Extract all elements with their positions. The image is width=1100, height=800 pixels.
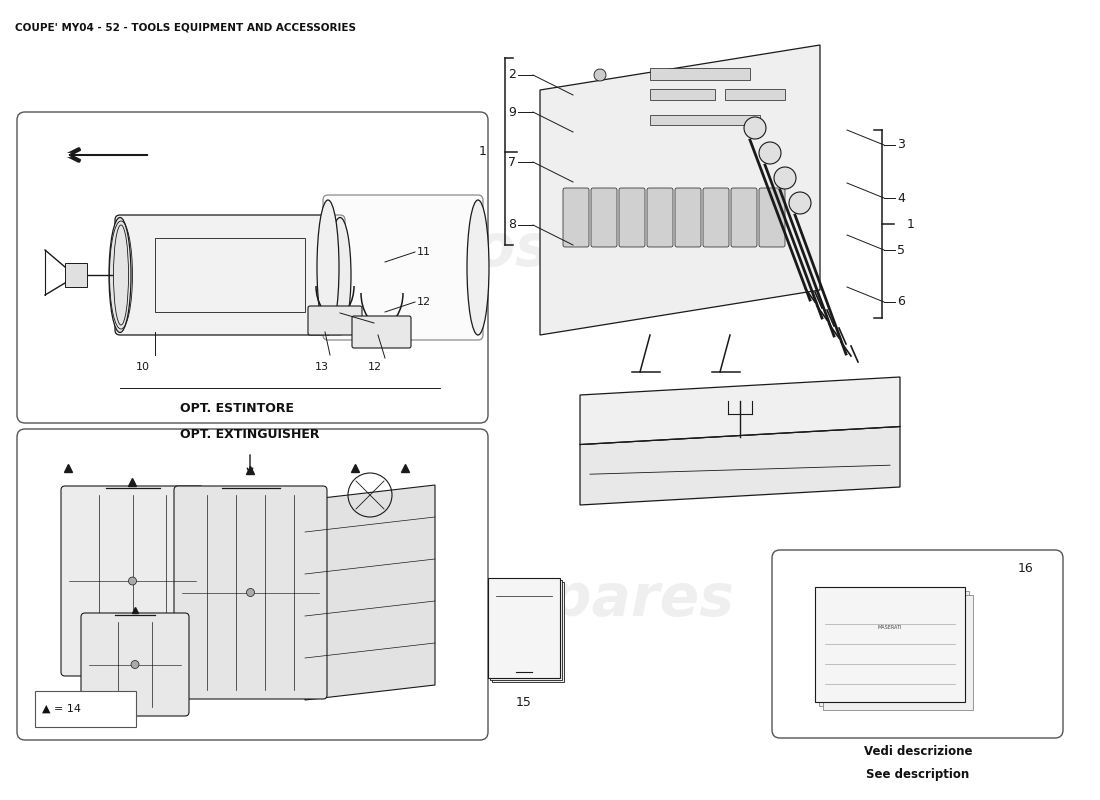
Text: COUPE' MY04 - 52 - TOOLS EQUIPMENT AND ACCESSORIES: COUPE' MY04 - 52 - TOOLS EQUIPMENT AND A… (15, 22, 356, 32)
Circle shape (759, 142, 781, 164)
Text: 3: 3 (896, 138, 905, 151)
FancyBboxPatch shape (323, 195, 483, 340)
Bar (820, 591, 969, 706)
Circle shape (131, 661, 139, 669)
FancyBboxPatch shape (352, 316, 411, 348)
FancyBboxPatch shape (732, 188, 757, 247)
Text: 15: 15 (516, 696, 532, 709)
Ellipse shape (317, 200, 339, 335)
Circle shape (594, 69, 606, 81)
Text: MASERATI: MASERATI (878, 625, 902, 630)
Bar (65, 263, 87, 287)
Circle shape (774, 167, 796, 189)
FancyBboxPatch shape (563, 188, 589, 247)
Bar (492, 582, 564, 682)
Text: 8: 8 (508, 218, 516, 231)
FancyBboxPatch shape (772, 550, 1063, 738)
Text: 1: 1 (908, 218, 915, 230)
Polygon shape (580, 377, 900, 445)
Ellipse shape (109, 218, 131, 333)
FancyBboxPatch shape (703, 188, 729, 247)
Circle shape (246, 589, 254, 597)
FancyBboxPatch shape (16, 112, 488, 423)
Text: 12: 12 (417, 297, 431, 307)
Text: See description: See description (867, 768, 969, 781)
FancyBboxPatch shape (116, 215, 345, 335)
Bar (650, 68, 750, 80)
Text: OPT. ESTINTORE: OPT. ESTINTORE (180, 402, 294, 415)
Bar (823, 595, 974, 710)
Bar (490, 580, 562, 680)
Bar (155, 238, 305, 312)
Text: eurospares: eurospares (365, 222, 735, 278)
FancyBboxPatch shape (591, 188, 617, 247)
FancyBboxPatch shape (174, 486, 327, 699)
Text: 7: 7 (508, 155, 516, 169)
FancyBboxPatch shape (647, 188, 673, 247)
Bar (650, 115, 760, 125)
Bar (725, 89, 785, 100)
FancyBboxPatch shape (60, 486, 204, 676)
Bar (650, 89, 715, 100)
FancyBboxPatch shape (16, 429, 488, 740)
Text: 4: 4 (896, 191, 905, 205)
Text: 16: 16 (1018, 562, 1034, 574)
Bar (488, 578, 560, 678)
Circle shape (129, 577, 136, 585)
Text: 13: 13 (315, 362, 329, 372)
Polygon shape (540, 45, 820, 335)
FancyBboxPatch shape (675, 188, 701, 247)
Polygon shape (305, 485, 434, 700)
Text: 2: 2 (508, 69, 516, 82)
Polygon shape (580, 426, 900, 505)
Bar (815, 587, 965, 702)
Text: 6: 6 (896, 295, 905, 309)
FancyBboxPatch shape (308, 306, 362, 335)
Text: 1: 1 (480, 145, 487, 158)
Text: 11: 11 (417, 247, 431, 257)
Text: eurospares: eurospares (365, 571, 735, 629)
Ellipse shape (468, 200, 490, 335)
Circle shape (744, 117, 766, 139)
FancyBboxPatch shape (619, 188, 645, 247)
FancyBboxPatch shape (759, 188, 785, 247)
Text: 5: 5 (896, 243, 905, 257)
Text: ▲ = 14: ▲ = 14 (42, 704, 81, 714)
Text: 9: 9 (508, 106, 516, 118)
Text: 12: 12 (367, 362, 382, 372)
Text: 10: 10 (136, 362, 150, 372)
Ellipse shape (329, 218, 351, 333)
Text: Vedi descrizione: Vedi descrizione (864, 745, 972, 758)
Text: OPT. EXTINGUISHER: OPT. EXTINGUISHER (180, 428, 319, 441)
Circle shape (789, 192, 811, 214)
FancyBboxPatch shape (35, 691, 136, 727)
FancyBboxPatch shape (81, 613, 189, 716)
